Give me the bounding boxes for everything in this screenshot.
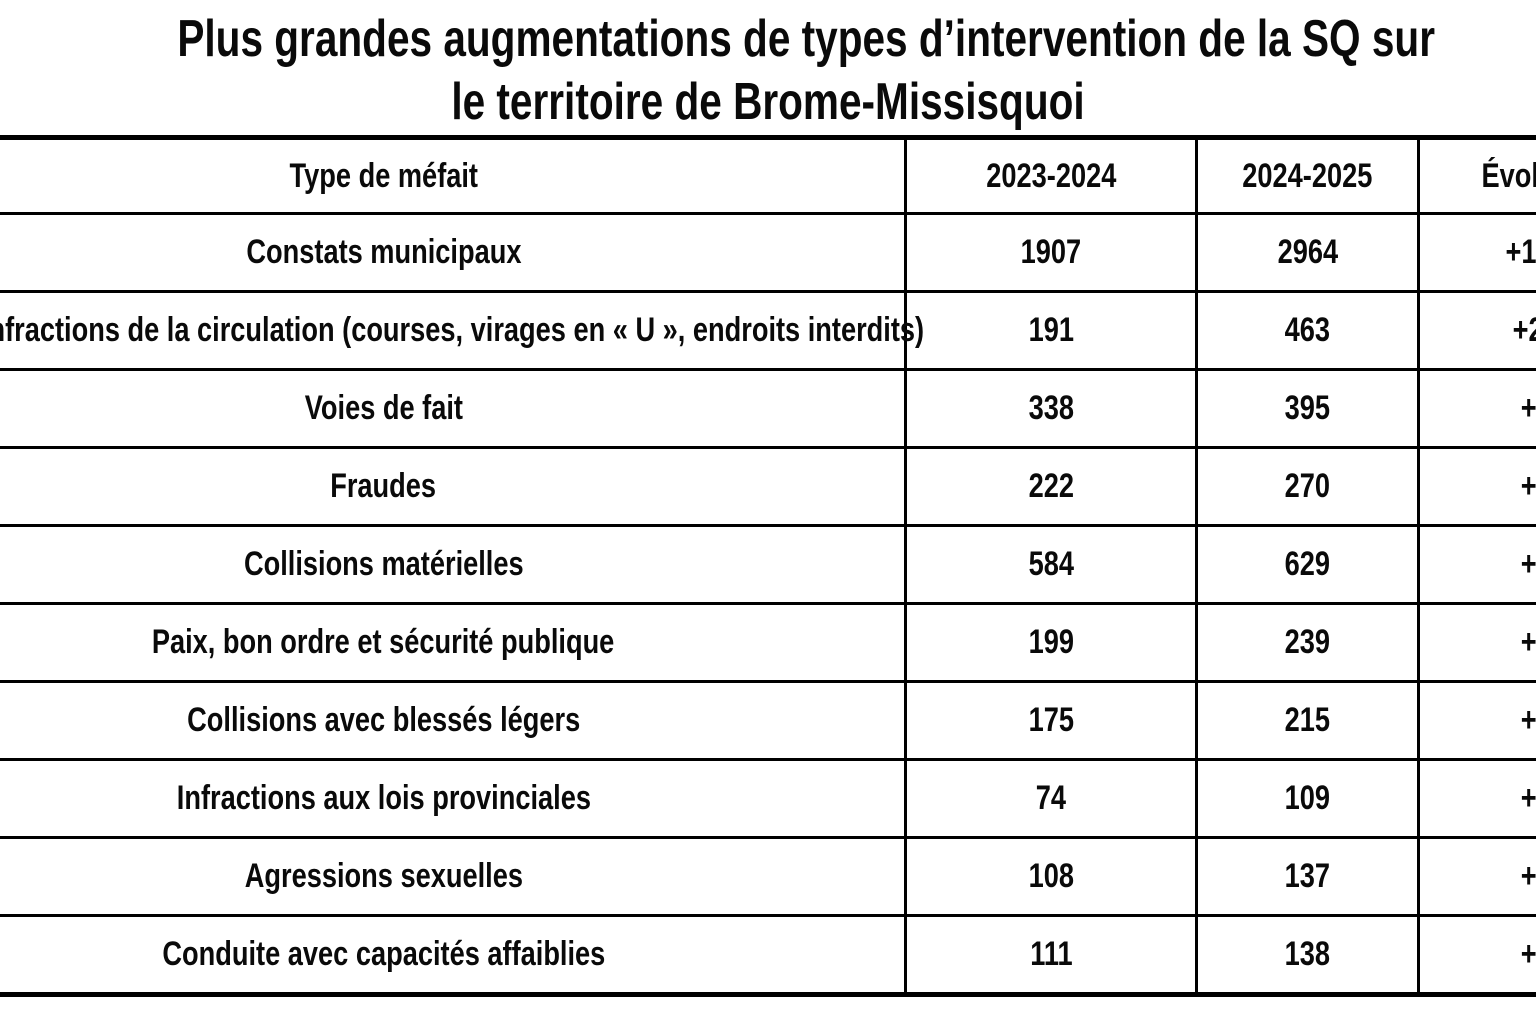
value-evolution: +1057 (1417, 212, 1536, 293)
title-line-1: Plus grandes augmentations de types d’in… (177, 10, 1435, 68)
value-2024-2025: 137 (1195, 836, 1420, 917)
value-2024-2025: 109 (1195, 758, 1420, 839)
value-2023-2024: 191 (904, 290, 1198, 371)
value-2024-2025: 2964 (1195, 212, 1420, 293)
value-evolution: +48 (1417, 446, 1536, 527)
row-label: Infractions aux lois provinciales (0, 758, 907, 839)
value-evolution: +45 (1417, 524, 1536, 605)
value-evolution: +27 (1417, 914, 1536, 997)
column-header-2024-2025: 2024-2025 (1195, 135, 1420, 215)
row-label: Collisions matérielles (0, 524, 907, 605)
value-2023-2024: 111 (904, 914, 1198, 997)
table-row: Collisions matérielles 584 629 +45 (0, 524, 1536, 605)
table-row: Infractions aux lois provinciales 74 109… (0, 758, 1536, 839)
row-label: Fraudes (0, 446, 907, 527)
value-2024-2025: 395 (1195, 368, 1420, 449)
value-2023-2024: 338 (904, 368, 1198, 449)
table-row: Conduite avec capacités affaiblies 111 1… (0, 914, 1536, 997)
row-label: Constats municipaux (0, 212, 907, 293)
value-evolution: +40 (1417, 680, 1536, 761)
value-2023-2024: 199 (904, 602, 1198, 683)
table-row: Constats municipaux 1907 2964 +1057 (0, 212, 1536, 293)
value-evolution: +40 (1417, 602, 1536, 683)
column-header-2023-2024: 2023-2024 (904, 135, 1198, 215)
value-2023-2024: 74 (904, 758, 1198, 839)
value-2024-2025: 629 (1195, 524, 1420, 605)
value-evolution: +29 (1417, 836, 1536, 917)
row-label: Conduite avec capacités affaiblies (0, 914, 907, 997)
value-2023-2024: 108 (904, 836, 1198, 917)
value-evolution: +272 (1417, 290, 1536, 371)
row-label: Collisions avec blessés légers (0, 680, 907, 761)
value-2024-2025: 215 (1195, 680, 1420, 761)
title-line-2: le territoire de Brome-Missisquoi (451, 73, 1085, 131)
table-row: Paix, bon ordre et sécurité publique 199… (0, 602, 1536, 683)
value-2023-2024: 584 (904, 524, 1198, 605)
value-evolution: +35 (1417, 758, 1536, 839)
table-row: Collisions avec blessés légers 175 215 +… (0, 680, 1536, 761)
table-row: Infractions de la circulation (courses, … (0, 290, 1536, 371)
column-header-evolution: Évolution (1417, 135, 1536, 215)
table-header-row: Type de méfait 2023-2024 2024-2025 Évolu… (0, 135, 1536, 215)
row-label: Paix, bon ordre et sécurité publique (0, 602, 907, 683)
row-label: Agressions sexuelles (0, 836, 907, 917)
table-row: Fraudes 222 270 +48 (0, 446, 1536, 527)
table-row: Voies de fait 338 395 +57 (0, 368, 1536, 449)
value-2023-2024: 1907 (904, 212, 1198, 293)
page-title: Plus grandes augmentations de types d’in… (0, 8, 1536, 134)
row-label: Voies de fait (0, 368, 907, 449)
intervention-table: Type de méfait 2023-2024 2024-2025 Évolu… (0, 135, 1536, 997)
value-2024-2025: 138 (1195, 914, 1420, 997)
table-row: Agressions sexuelles 108 137 +29 (0, 836, 1536, 917)
value-2024-2025: 270 (1195, 446, 1420, 527)
value-evolution: +57 (1417, 368, 1536, 449)
value-2023-2024: 175 (904, 680, 1198, 761)
value-2024-2025: 463 (1195, 290, 1420, 371)
column-header-type: Type de méfait (0, 135, 907, 215)
row-label: Infractions de la circulation (courses, … (0, 290, 924, 371)
value-2023-2024: 222 (904, 446, 1198, 527)
value-2024-2025: 239 (1195, 602, 1420, 683)
